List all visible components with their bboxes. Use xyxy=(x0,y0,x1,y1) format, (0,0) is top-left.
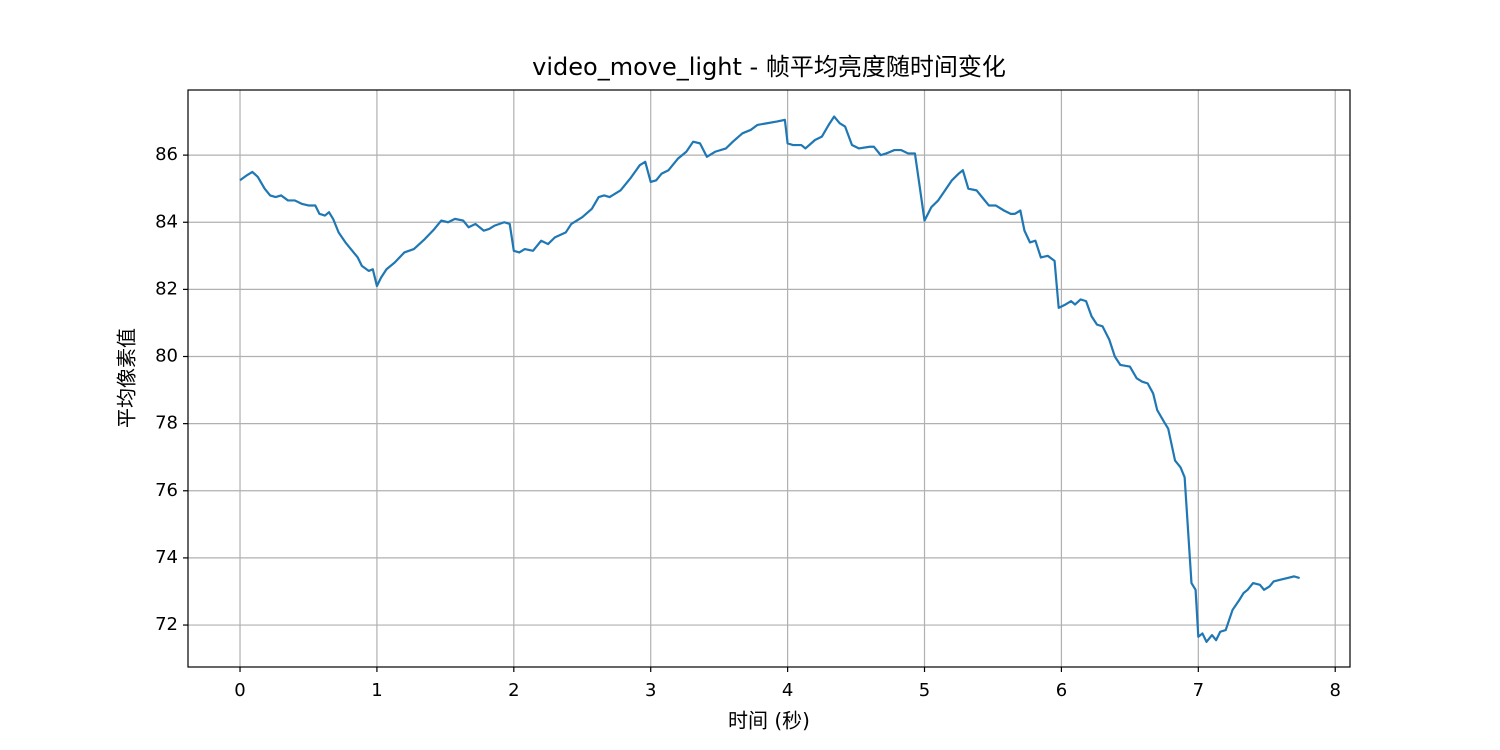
y-tick-label: 86 xyxy=(155,144,178,165)
y-tick-label: 82 xyxy=(155,278,178,299)
y-tick-label: 84 xyxy=(155,211,178,232)
data-line xyxy=(239,115,1300,643)
x-tick-label: 6 xyxy=(1056,680,1067,701)
x-axis-label: 时间 (秒) xyxy=(728,709,810,733)
x-tick-label: 8 xyxy=(1329,680,1340,701)
y-tick-label: 76 xyxy=(155,480,178,501)
x-tick-label: 7 xyxy=(1193,680,1204,701)
x-tick-label: 3 xyxy=(645,680,656,701)
chart-title: video_move_light - 帧平均亮度随时间变化 xyxy=(532,53,1006,81)
y-tick-label: 80 xyxy=(155,346,178,367)
y-axis-label: 平均像素值 xyxy=(115,328,139,428)
x-tick-label: 2 xyxy=(508,680,519,701)
x-tick-label: 5 xyxy=(919,680,930,701)
x-tick-label: 0 xyxy=(234,680,245,701)
y-tick-label: 78 xyxy=(155,413,178,434)
y-tick-label: 72 xyxy=(155,614,178,635)
x-tick-label: 1 xyxy=(371,680,382,701)
x-tick-label: 4 xyxy=(782,680,793,701)
y-tick-label: 74 xyxy=(155,547,178,568)
plot-frame xyxy=(187,89,1351,668)
